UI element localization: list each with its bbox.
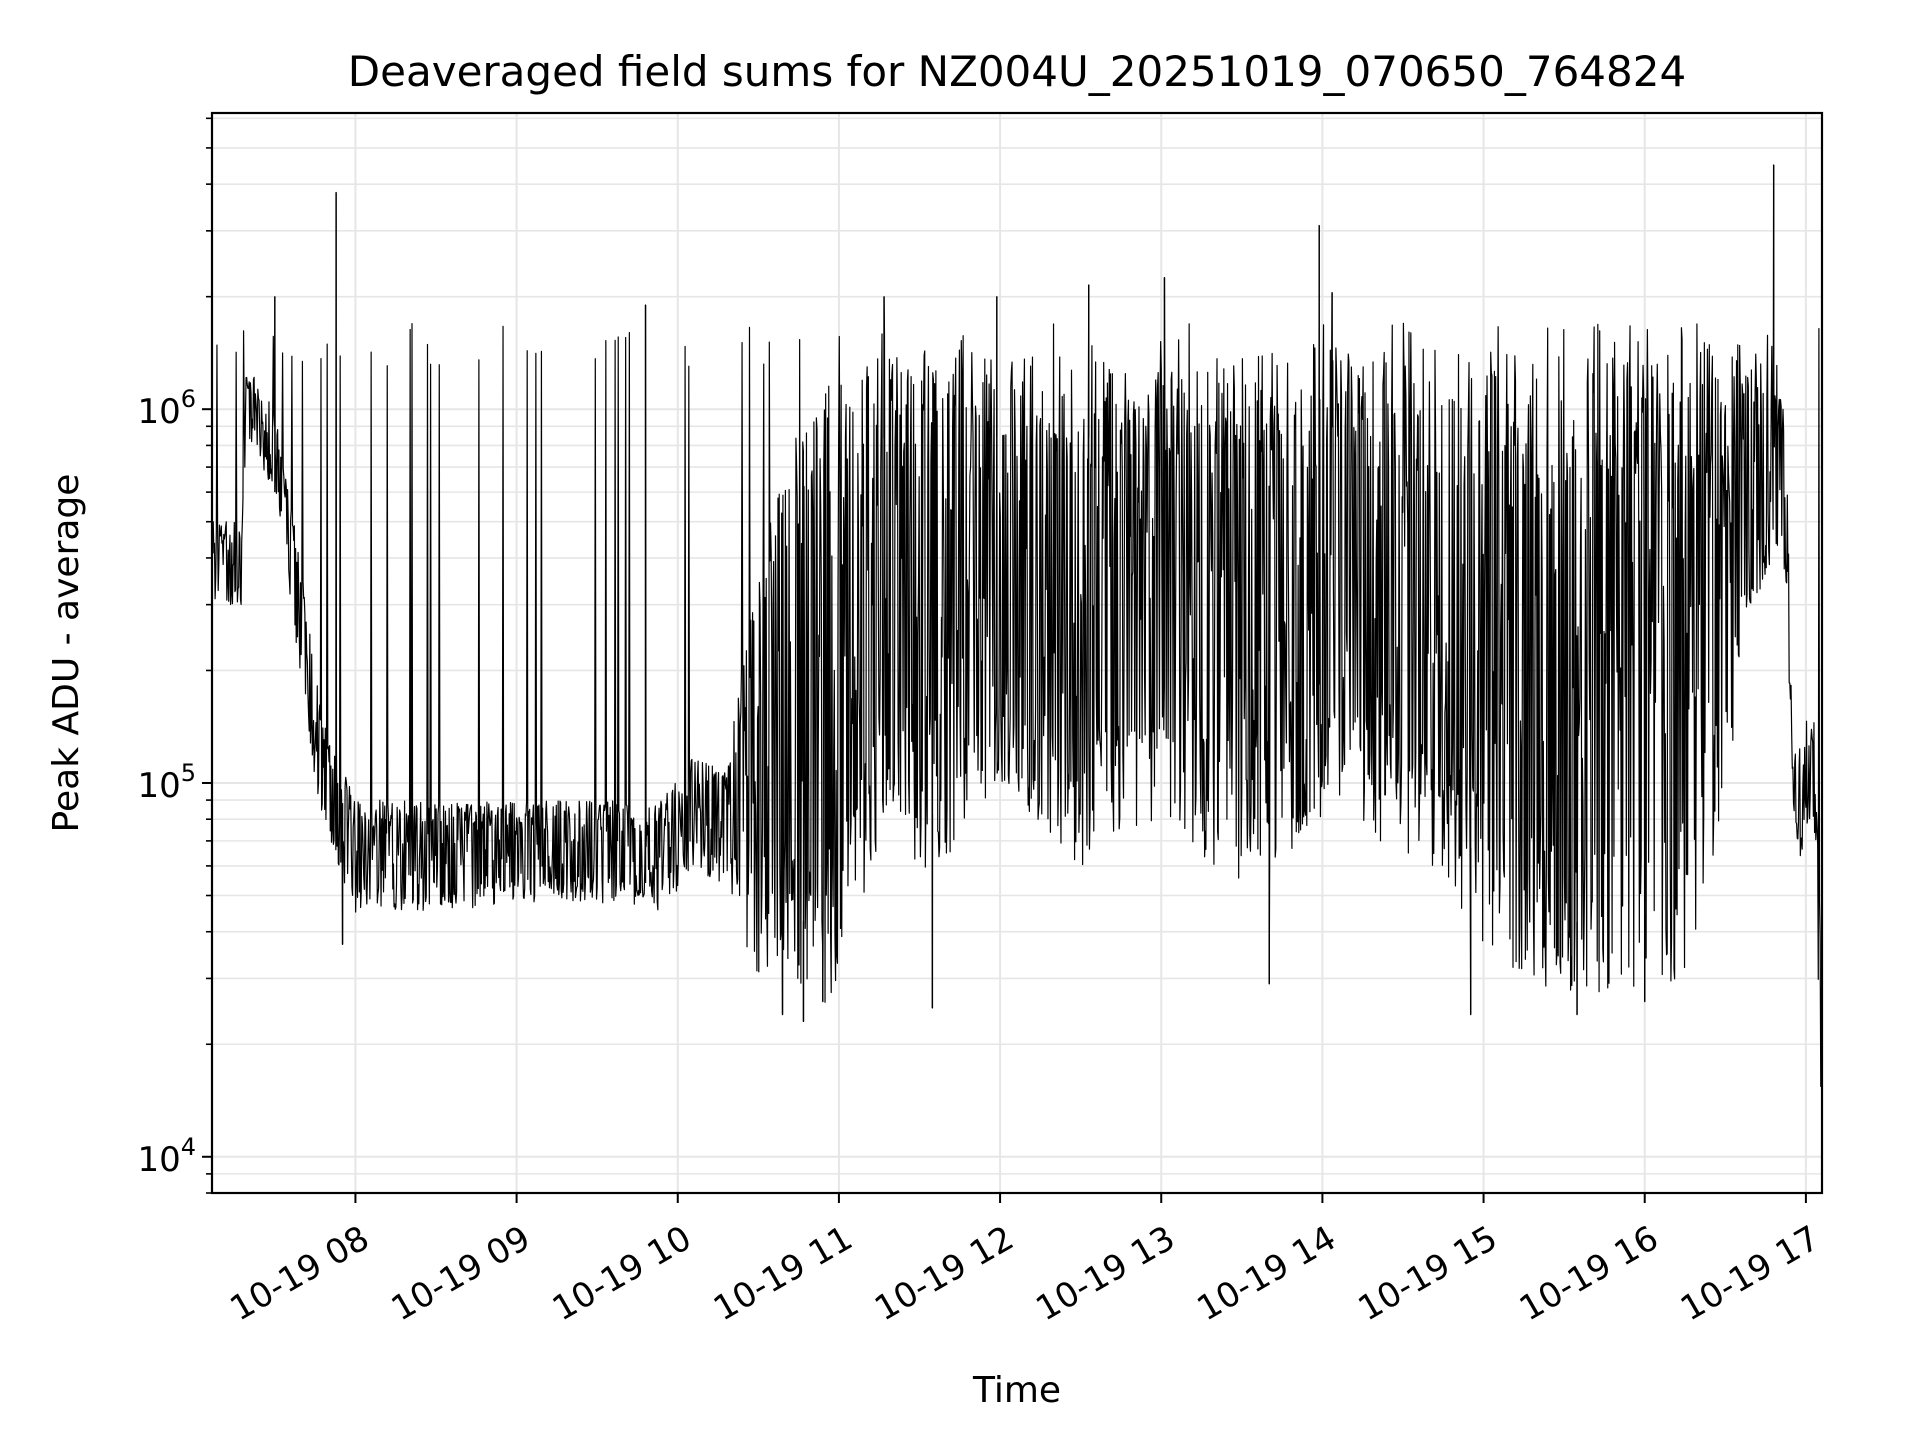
y-tick-exponent: 6 [181, 385, 196, 413]
y-tick-label: 105 [137, 759, 196, 806]
y-tick-label: 106 [137, 385, 196, 432]
y-tick-exponent: 4 [181, 1133, 196, 1161]
y-tick-base: 10 [137, 392, 180, 432]
y-tick-base: 10 [137, 766, 180, 806]
axes-frame [210, 111, 1824, 1195]
data-series [211, 164, 1823, 1166]
y-tick-label: 104 [137, 1133, 196, 1180]
x-axis-label: Time [972, 1370, 1061, 1411]
series-line-field-sums [211, 164, 1823, 1166]
y-tick-exponent: 5 [181, 759, 196, 787]
y-tick-base: 10 [137, 1140, 180, 1180]
y-axis-label: Peak ADU - average [46, 474, 87, 833]
chart-title: Deaveraged field sums for NZ004U_2025101… [348, 47, 1686, 96]
